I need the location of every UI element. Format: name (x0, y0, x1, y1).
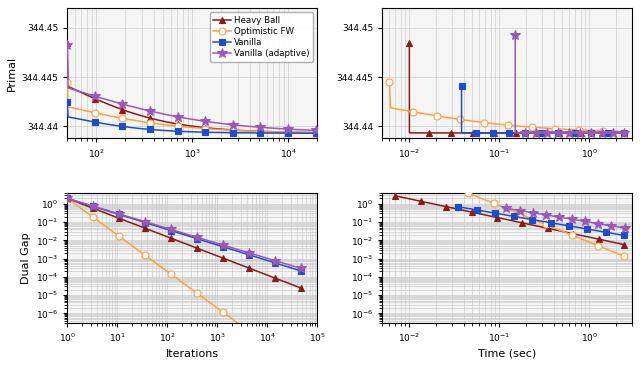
Y-axis label: Primal: Primal (7, 55, 17, 91)
Legend: Heavy Ball, Optimistic FW, Vanilla, Vanilla (adaptive): Heavy Ball, Optimistic FW, Vanilla, Vani… (210, 12, 313, 62)
X-axis label: Iterations: Iterations (166, 349, 219, 359)
Y-axis label: Dual Gap: Dual Gap (22, 232, 31, 284)
X-axis label: Time (sec): Time (sec) (478, 349, 536, 359)
